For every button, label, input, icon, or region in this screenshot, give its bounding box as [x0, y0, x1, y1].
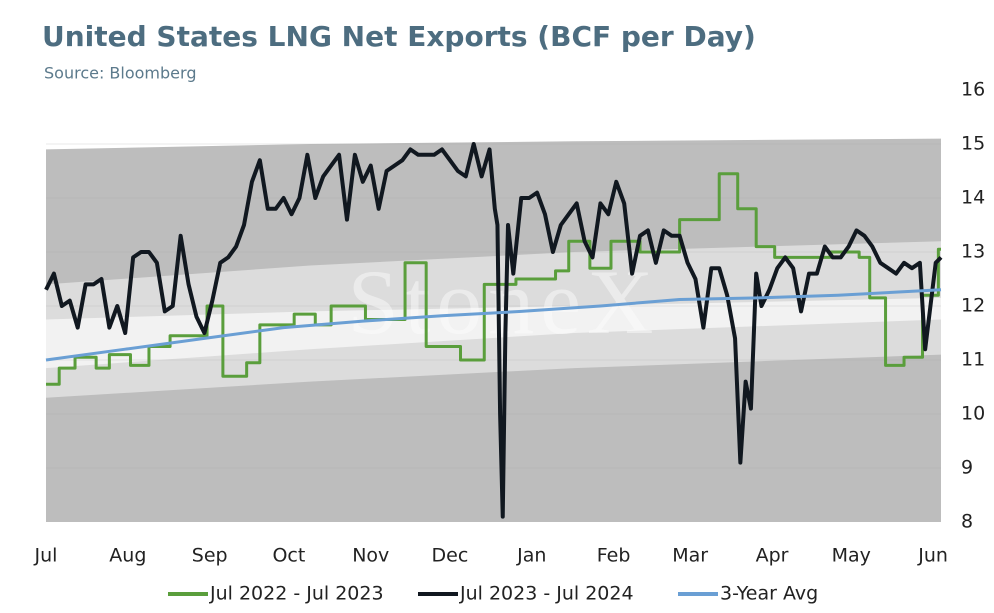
x-tick-label: Aug [109, 545, 146, 567]
legend-label: Jul 2023 - Jul 2024 [459, 583, 634, 605]
x-tick-label: Mar [672, 545, 708, 567]
range-band [46, 297, 941, 369]
legend-label: Jul 2022 - Jul 2023 [209, 583, 384, 605]
y-tick-label: 13 [961, 241, 985, 263]
series-line [45, 288, 942, 362]
x-tick-label: Jan [516, 545, 546, 567]
y-tick-label: 9 [961, 457, 973, 479]
x-tick-label: Feb [597, 545, 631, 567]
y-tick-label: 12 [961, 295, 985, 317]
series-line [44, 142, 943, 519]
x-tick-label: May [832, 545, 871, 567]
legend-label: 3-Year Avg [720, 583, 818, 605]
x-tick-label: Apr [756, 545, 789, 567]
x-tick-label: Jul [34, 545, 58, 567]
y-tick-label: 10 [961, 403, 985, 425]
x-tick-label: Sep [192, 545, 228, 567]
y-tick-label: 16 [961, 79, 985, 101]
x-tick-label: Nov [352, 545, 389, 567]
chart-title: United States LNG Net Exports (BCF per D… [42, 20, 756, 53]
y-tick-label: 8 [961, 511, 973, 533]
y-tick-label: 14 [961, 187, 985, 209]
x-tick-label: Oct [272, 545, 305, 567]
y-tick-label: 11 [961, 349, 985, 371]
chart-subtitle: Source: Bloomberg [44, 64, 196, 83]
x-tick-label: Dec [432, 545, 469, 567]
y-tick-label: 15 [961, 133, 985, 155]
x-tick-label: Jun [917, 545, 948, 567]
